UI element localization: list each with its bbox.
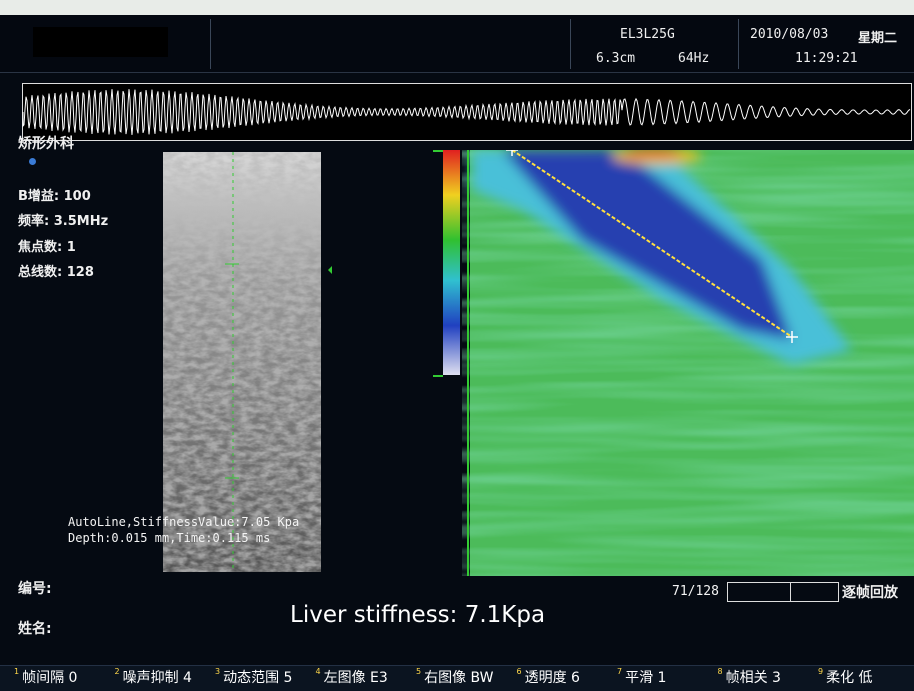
menu-label: 帧相关 3 <box>726 670 781 686</box>
menu-key: 2 <box>115 667 120 676</box>
menu-key: 8 <box>718 667 723 676</box>
id-label: 编号: <box>18 578 52 598</box>
playback-slider[interactable] <box>727 582 839 602</box>
playback-label[interactable]: 逐帧回放 <box>842 582 898 602</box>
overlay-text: AutoLine,StiffnessValue:7.05 Kpa <box>68 515 299 529</box>
page: {"header":{"probe":"EL3L25G","depth":"6.… <box>0 0 914 690</box>
menu-key: 4 <box>316 667 321 676</box>
menu-label: 帧间隔 0 <box>22 670 77 686</box>
separator <box>570 19 571 69</box>
result: Liver stiffness: 7.1Kpa <box>290 602 545 628</box>
scale-mark <box>433 375 443 377</box>
color-scale <box>443 150 460 375</box>
menu-label: 左图像 E3 <box>324 670 388 686</box>
separator <box>738 19 739 69</box>
waveform <box>22 83 912 141</box>
menu-label: 动态范围 5 <box>223 670 292 686</box>
param: 总线数: 128 <box>18 261 94 280</box>
department: 矫形外科 <box>18 133 74 153</box>
menu-label: 透明度 6 <box>525 670 580 686</box>
menu-key: 3 <box>215 667 220 676</box>
menu-label: 平滑 1 <box>625 670 666 686</box>
param: 焦点数: 1 <box>18 236 76 255</box>
name-label: 姓名: <box>18 618 52 638</box>
menu-key: 9 <box>818 667 823 676</box>
time: 11:29:21 <box>795 51 858 66</box>
menu-key: 1 <box>14 667 19 676</box>
overlay-text: Depth:0.015 mm,Time:0.115 ms <box>68 531 270 545</box>
param: 频率: 3.5MHz <box>18 210 108 229</box>
indicator-dot <box>29 158 36 165</box>
screen: EL3L25G 6.3cm 64Hz 2010/08/03 星期二 11:29:… <box>0 15 914 690</box>
frame-counter: 71/128 <box>672 584 719 599</box>
depth: 6.3cm <box>596 51 635 66</box>
focus-marker <box>324 266 332 274</box>
menu-label: 右图像 BW <box>424 670 493 686</box>
separator <box>210 19 211 69</box>
elastogram <box>462 150 914 576</box>
date: 2010/08/03 <box>750 27 828 42</box>
logo-mask <box>33 27 168 57</box>
param: B增益: 100 <box>18 185 91 204</box>
b-mode-image <box>163 152 321 572</box>
menu-key: 6 <box>517 667 522 676</box>
weekday: 星期二 <box>858 27 897 46</box>
menu-label: 柔化 低 <box>826 670 872 686</box>
menu-key: 5 <box>416 667 421 676</box>
probe: EL3L25G <box>620 27 675 42</box>
menu-key: 7 <box>617 667 622 676</box>
frame-rate: 64Hz <box>678 51 709 66</box>
menu-label: 噪声抑制 4 <box>123 670 192 686</box>
scale-mark <box>433 150 443 152</box>
